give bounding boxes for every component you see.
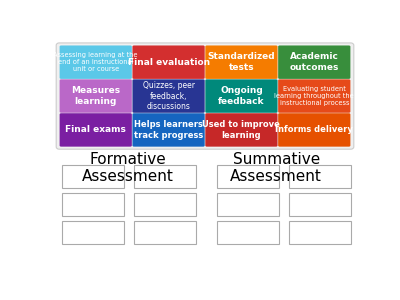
Text: Informs delivery: Informs delivery	[275, 125, 353, 134]
Text: Ongoing
feedback: Ongoing feedback	[218, 86, 265, 106]
FancyBboxPatch shape	[132, 80, 205, 113]
FancyBboxPatch shape	[60, 46, 132, 79]
Text: Measures
learning: Measures learning	[71, 86, 120, 106]
Text: Summative
Assessment: Summative Assessment	[230, 152, 322, 184]
Text: Quizzes, peer
feedback,
discussions: Quizzes, peer feedback, discussions	[142, 81, 194, 111]
Text: Standardized
tests: Standardized tests	[208, 52, 275, 72]
Bar	[62, 193, 124, 216]
FancyBboxPatch shape	[60, 113, 132, 147]
FancyBboxPatch shape	[205, 46, 278, 79]
FancyBboxPatch shape	[278, 113, 350, 147]
Bar	[62, 221, 124, 244]
Bar	[218, 165, 279, 188]
Text: Final evaluation: Final evaluation	[128, 58, 210, 67]
Bar	[289, 193, 351, 216]
Bar	[134, 221, 196, 244]
FancyBboxPatch shape	[278, 80, 350, 113]
Text: Academic
outcomes: Academic outcomes	[290, 52, 339, 72]
Bar	[218, 193, 279, 216]
FancyBboxPatch shape	[205, 80, 278, 113]
FancyBboxPatch shape	[132, 46, 205, 79]
FancyBboxPatch shape	[205, 113, 278, 147]
FancyBboxPatch shape	[132, 113, 205, 147]
Text: Evaluating student
learning throughout the
instructional process: Evaluating student learning throughout t…	[274, 86, 354, 106]
Text: Final exams: Final exams	[65, 125, 126, 134]
Bar	[289, 221, 351, 244]
Text: Formative
Assessment: Formative Assessment	[82, 152, 174, 184]
FancyBboxPatch shape	[56, 43, 354, 149]
FancyBboxPatch shape	[278, 46, 350, 79]
Bar	[218, 221, 279, 244]
Bar	[289, 165, 351, 188]
FancyBboxPatch shape	[60, 80, 132, 113]
Bar	[134, 193, 196, 216]
Bar	[134, 165, 196, 188]
Text: Helps learners
track progress: Helps learners track progress	[134, 120, 203, 140]
Text: Assessing learning at the
end of an instructional
unit or course: Assessing learning at the end of an inst…	[54, 52, 138, 72]
Bar	[62, 165, 124, 188]
Text: Used to improve
learning: Used to improve learning	[202, 120, 280, 140]
